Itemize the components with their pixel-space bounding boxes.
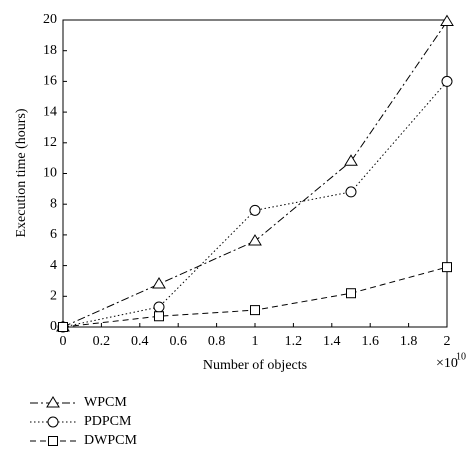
series-line	[62, 21, 448, 328]
x-tick-label: 0.4	[131, 334, 149, 349]
y-tick-label: 0	[50, 319, 57, 334]
series-line	[62, 81, 448, 328]
y-tick-label: 2	[50, 289, 57, 304]
legend-label: DWPCM	[84, 433, 137, 448]
legend-label: WPCM	[84, 395, 127, 410]
data-point	[58, 322, 68, 332]
x-tick-label: 0.6	[169, 334, 187, 349]
x-tick-label: 0.8	[208, 334, 226, 349]
y-tick-label: 20	[43, 12, 57, 27]
x-scale-base: ×10	[436, 356, 458, 371]
data-point	[441, 75, 453, 87]
data-point	[248, 234, 262, 246]
y-tick-label: 4	[50, 258, 57, 273]
plot-frame	[62, 19, 448, 328]
y-tick-label: 12	[43, 135, 57, 150]
y-tick-label: 18	[43, 43, 57, 58]
x-tick-label: 0	[60, 334, 67, 349]
data-point	[440, 14, 454, 27]
legend-swatch-marker	[47, 416, 59, 428]
series-line	[62, 266, 448, 328]
data-point	[442, 262, 452, 273]
x-tick-label: 1	[252, 334, 259, 349]
data-point	[250, 305, 260, 316]
legend-swatch-marker	[46, 396, 60, 408]
legend-label: PDPCM	[84, 414, 132, 429]
y-tick-label: 10	[43, 166, 57, 181]
data-point	[152, 277, 166, 289]
x-tick-label: 0.2	[93, 334, 111, 349]
x-tick-label: 1.2	[285, 334, 303, 349]
x-axis-label: Number of objects	[203, 358, 307, 373]
data-point	[344, 154, 358, 166]
x-tick-label: 1.4	[323, 334, 341, 349]
x-tick-label: 1.8	[400, 334, 418, 349]
x-tick-label: 1.6	[361, 334, 379, 349]
data-point	[346, 288, 356, 299]
x-scale-exponent: 10	[456, 351, 466, 362]
data-point	[153, 301, 165, 313]
data-point	[154, 311, 164, 322]
y-tick-label: 14	[43, 104, 57, 119]
y-tick-label: 6	[50, 227, 57, 242]
y-tick-label: 8	[50, 196, 57, 211]
y-tick-label: 16	[43, 74, 57, 89]
data-point	[249, 204, 261, 216]
y-axis-label: Execution time (hours)	[14, 108, 29, 237]
x-tick-label: 2	[444, 334, 451, 349]
legend-swatch-marker	[48, 436, 58, 446]
data-point	[345, 186, 357, 198]
